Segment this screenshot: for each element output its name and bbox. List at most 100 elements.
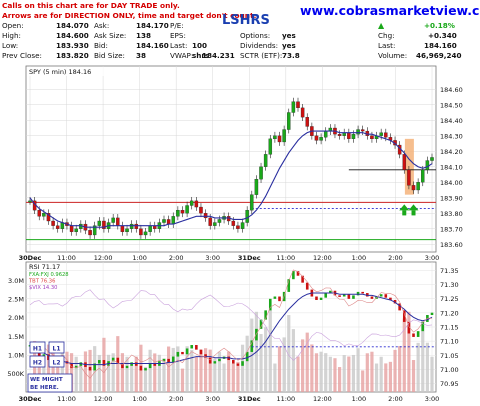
price-candle bbox=[245, 209, 249, 223]
ask-size-value: 138 bbox=[136, 31, 152, 40]
volume-y-tick-label: 3.0M bbox=[8, 277, 24, 285]
vwap-value: 184.231 bbox=[202, 51, 235, 60]
ratio-ma-line bbox=[29, 292, 433, 366]
ratio-candle bbox=[102, 360, 106, 366]
bid-value: 184.160 bbox=[136, 41, 169, 50]
quote-col-4: Options: yes Dividends: yes SCTR (ETF): … bbox=[240, 31, 300, 60]
volume-bar bbox=[319, 351, 323, 392]
volume-bar bbox=[328, 356, 332, 392]
price-y-tick-label: 183.70 bbox=[440, 225, 463, 233]
ratio-candle bbox=[208, 357, 212, 364]
volume-bar bbox=[398, 346, 402, 392]
last-shares-value: 100 shrs bbox=[192, 41, 210, 60]
ratio-candle bbox=[319, 297, 323, 300]
note-box bbox=[27, 373, 73, 393]
ratio-candle bbox=[42, 354, 46, 357]
volume-bar bbox=[79, 363, 83, 392]
up-arrow-icon bbox=[408, 204, 419, 211]
ratio-candle bbox=[79, 362, 83, 366]
price-candle bbox=[370, 135, 374, 139]
ratio-candle bbox=[171, 356, 175, 363]
ratio-candle bbox=[393, 299, 397, 304]
lower-y-tick-label: 71.20 bbox=[440, 309, 459, 317]
price-x-tick-label: 30Dec bbox=[19, 254, 42, 262]
ratio-candle bbox=[407, 321, 411, 334]
ratio-candle bbox=[125, 365, 129, 369]
volume-bar bbox=[379, 356, 383, 392]
volume-bar bbox=[361, 370, 365, 392]
price-x-tick-label: 2:00 bbox=[169, 254, 184, 262]
price-x-tick-label: 2:00 bbox=[388, 254, 403, 262]
volume-bar bbox=[273, 363, 277, 392]
ratio-candle bbox=[139, 365, 143, 371]
ratio-candle bbox=[264, 310, 267, 320]
price-candle bbox=[273, 135, 277, 139]
volume-bar bbox=[134, 356, 138, 392]
price-candle bbox=[291, 101, 296, 113]
ratio-candle bbox=[361, 291, 364, 294]
price-candle bbox=[129, 223, 134, 229]
ratio-candle bbox=[93, 363, 96, 371]
ratio-candle bbox=[352, 295, 355, 299]
lower-y-tick-label: 71.25 bbox=[440, 295, 459, 303]
volume-bar bbox=[356, 348, 360, 392]
volume-bar bbox=[388, 361, 393, 392]
ratio-candle bbox=[111, 357, 115, 362]
ratio-candle bbox=[144, 368, 147, 371]
ratio-candle bbox=[47, 354, 50, 361]
ratio-candle bbox=[245, 351, 249, 362]
ticker-symbol: LSHRS bbox=[222, 13, 270, 28]
price-candle bbox=[203, 213, 208, 219]
volume-bar bbox=[69, 353, 74, 392]
note-line-2: BE HERE. bbox=[30, 385, 59, 391]
ratio-candle bbox=[370, 296, 374, 299]
volume-bar bbox=[167, 346, 171, 392]
price-candle bbox=[46, 213, 51, 222]
website-link[interactable]: www.cobrasmarketview.com bbox=[300, 3, 480, 18]
ratio-candle bbox=[305, 282, 309, 290]
volume-bar bbox=[411, 360, 416, 392]
volume-bar bbox=[222, 363, 226, 392]
quote-label: Open: bbox=[2, 21, 24, 30]
price-candle bbox=[162, 219, 166, 223]
lower-y-tick-label: 71.15 bbox=[440, 324, 459, 332]
price-candle bbox=[213, 222, 217, 226]
volume-bar bbox=[116, 336, 120, 392]
volume-bar bbox=[37, 344, 41, 392]
volume-bar bbox=[236, 361, 240, 392]
ratio-candle bbox=[315, 296, 318, 300]
quote-col-2: Ask: 184.170 Ask Size: 138 Bid: 184.160 … bbox=[94, 21, 169, 60]
disclaimer-line-1: Calls on this chart are for DAY TRADE on… bbox=[2, 1, 180, 10]
price-x-tick-label: 1:00 bbox=[352, 254, 367, 262]
quote-label: Prev Close: bbox=[2, 51, 42, 60]
change-pct-value: +0.18% bbox=[424, 21, 455, 30]
lower-y-tick-label: 71.00 bbox=[440, 366, 459, 374]
volume-bar bbox=[125, 356, 129, 392]
ratio-candle bbox=[324, 293, 328, 298]
volume-bar bbox=[148, 349, 152, 392]
price-candle bbox=[323, 130, 328, 138]
ratio-candle bbox=[74, 365, 78, 369]
volume-bar bbox=[314, 353, 319, 392]
price-candle bbox=[166, 219, 171, 225]
ratio-candle bbox=[402, 310, 406, 322]
volume-bar bbox=[97, 354, 101, 392]
price-candle bbox=[296, 101, 300, 109]
price-x-tick-label: 11:00 bbox=[276, 254, 295, 262]
price-candle bbox=[88, 230, 92, 236]
ratio-candle bbox=[190, 345, 194, 349]
ratio-candle bbox=[162, 358, 166, 362]
volume-bar bbox=[296, 356, 300, 392]
ratio-candle bbox=[259, 319, 263, 329]
ratio-candle bbox=[329, 290, 332, 294]
ratio-candle bbox=[227, 356, 230, 361]
volume-bar bbox=[120, 353, 125, 392]
price-candle bbox=[69, 225, 74, 232]
quote-label: High: bbox=[2, 31, 21, 40]
price-panel-frame bbox=[25, 65, 437, 253]
lower-x-tick-label: 12:00 bbox=[94, 395, 113, 403]
lower-x-tick-label: 3:00 bbox=[205, 395, 220, 403]
volume-bar bbox=[74, 356, 78, 392]
level-box bbox=[48, 341, 65, 354]
ratio-candle bbox=[195, 345, 198, 350]
